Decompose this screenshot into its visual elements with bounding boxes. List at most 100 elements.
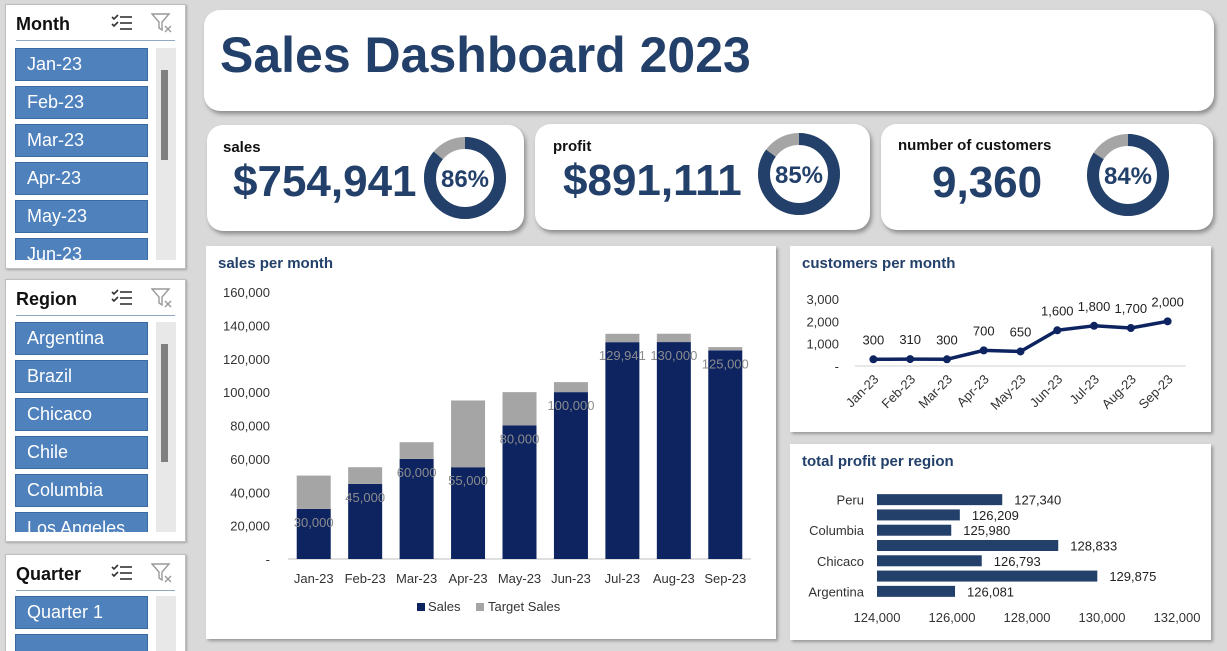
slicer-item-columbia[interactable]: Columbia (15, 474, 148, 507)
slicer-item-next[interactable] (15, 634, 148, 651)
bar-target-sales (605, 333, 640, 343)
slicer-item-argentina[interactable]: Argentina (15, 322, 148, 355)
region-slicer-list: Argentina Brazil Chicaco Chile Columbia … (15, 322, 148, 532)
month-slicer-scrollbar[interactable] (156, 48, 176, 260)
slicer-item-label: Mar-23 (27, 130, 85, 150)
month-slicer-list: Jan-23 Feb-23 Mar-23 Apr-23 May-23 Jun-2… (15, 48, 148, 260)
x-tick-label: Jul-23 (1067, 372, 1103, 408)
x-tick-label: Mar-23 (915, 372, 955, 412)
dashboard-title: Sales Dashboard 2023 (220, 27, 751, 83)
point-data-label: 300 (863, 332, 885, 347)
line-point (1126, 324, 1135, 333)
y-tick-label: 2,000 (806, 314, 839, 329)
customers-kpi-value: 9,360 (932, 158, 1043, 207)
region-bar (877, 555, 982, 567)
y-tick-label: 40,000 (230, 485, 270, 500)
slicer-item-label: Los Angeles (27, 518, 126, 532)
point-data-label: 300 (936, 332, 958, 347)
bar-sales (348, 483, 383, 559)
x-tick-label: Jun-23 (1027, 372, 1066, 411)
multi-select-icon[interactable] (111, 13, 133, 33)
line-point (1053, 326, 1062, 335)
x-tick-label: 128,000 (1004, 610, 1051, 625)
y-tick-label: - (266, 552, 270, 567)
region-bar (877, 509, 960, 521)
slicer-item-apr-23[interactable]: Apr-23 (15, 162, 148, 195)
bar-sales (296, 508, 331, 559)
slicer-item-brazil[interactable]: Brazil (15, 360, 148, 393)
x-tick-label: Sep-23 (704, 571, 746, 586)
customers-per-month-chart: - 1,000 2,000 3,000 300 Jan-23 310 Feb-23 300 Mar… (806, 292, 1186, 413)
y-tick-label: 60,000 (230, 452, 270, 467)
scrollbar-thumb[interactable] (161, 344, 168, 462)
bar-target-sales (656, 333, 691, 343)
bar-sales (553, 392, 588, 559)
slicer-item-jun-23[interactable]: Jun-23 (15, 238, 148, 260)
sales-kpi-value: $754,941 (233, 157, 417, 206)
slicer-item-feb-23[interactable]: Feb-23 (15, 86, 148, 119)
legend-swatch-sales (417, 603, 425, 611)
slicer-item-label: Argentina (27, 328, 105, 348)
sales-donut: 86% (424, 137, 506, 219)
region-bar (877, 494, 1003, 506)
donut-percent-label: 86% (441, 166, 489, 193)
bar-data-label: 126,793 (994, 554, 1041, 569)
slicer-item-chicaco[interactable]: Chicaco (15, 398, 148, 431)
clear-filter-icon[interactable] (150, 563, 173, 583)
profit-per-region-chart: 124,000 126,000 128,000 130,000 132,000 126,0… (808, 493, 1200, 625)
customers-per-month-panel: customers per month - 1,000 2,000 3,000 300 J… (790, 246, 1211, 432)
sales-per-month-chart: - 20,000 40,000 60,000 80,000 100,000 120,000 1… (223, 285, 751, 614)
slicer-item-label: Chile (27, 442, 69, 462)
scrollbar-thumb[interactable] (161, 70, 168, 160)
x-tick-label: Feb-23 (345, 571, 386, 586)
x-tick-label: 130,000 (1079, 610, 1126, 625)
x-tick-label: Jan-23 (294, 571, 334, 586)
y-tick-label: 80,000 (230, 419, 270, 434)
y-tick-label: - (835, 359, 839, 374)
quarter-slicer-scrollbar[interactable] (156, 596, 176, 651)
region-bar (877, 524, 952, 536)
line-point (1090, 321, 1099, 330)
x-tick-label: 126,000 (929, 610, 976, 625)
legend-swatch-target-sales (476, 603, 484, 611)
bar-data-label: 100,000 (547, 398, 594, 413)
x-tick-label: Feb-23 (879, 372, 919, 412)
multi-select-icon[interactable] (111, 563, 133, 583)
slicer-item-jan-23[interactable]: Jan-23 (15, 48, 148, 81)
bar-data-label: 60,000 (397, 465, 437, 480)
region-bar (877, 585, 956, 597)
sales-per-month-panel: sales per month - 20,000 40,000 60,000 80,00… (206, 246, 776, 639)
slicer-item-quarter-1[interactable]: Quarter 1 (15, 596, 148, 629)
bar-data-label: 126,209 (972, 508, 1019, 523)
slicer-item-mar-23[interactable]: Mar-23 (15, 124, 148, 157)
slicer-item-label: May-23 (27, 206, 88, 226)
point-data-label: 1,800 (1078, 299, 1111, 314)
slicer-item-may-23[interactable]: May-23 (15, 200, 148, 233)
legend-label-target-sales: Target Sales (488, 599, 561, 614)
title-card: Sales Dashboard 2023 (204, 10, 1214, 111)
point-data-label: 650 (1010, 324, 1032, 339)
y-category-label: Argentina (808, 584, 864, 599)
x-tick-label: May-23 (498, 571, 541, 586)
region-slicer-scrollbar[interactable] (156, 322, 176, 532)
customers-kpi-card: number of customers 9,360 84% (881, 124, 1213, 230)
multi-select-icon[interactable] (111, 288, 133, 308)
x-tick-label: 124,000 (854, 610, 901, 625)
point-data-label: 1,600 (1041, 303, 1074, 318)
line-point (979, 346, 988, 355)
point-data-label: 2,000 (1151, 294, 1184, 309)
donut-percent-label: 85% (775, 162, 823, 189)
slicer-item-los-angeles[interactable]: Los Angeles (15, 512, 148, 532)
y-tick-label: 100,000 (223, 385, 270, 400)
bar-target-sales (296, 475, 331, 509)
clear-filter-icon[interactable] (150, 288, 173, 308)
x-tick-label: Apr-23 (449, 571, 488, 586)
x-tick-label: Apr-23 (954, 372, 992, 410)
profit-kpi-card: profit $891,111 85% (535, 124, 870, 230)
y-category-label: Chicaco (817, 554, 864, 569)
slicer-item-chile[interactable]: Chile (15, 436, 148, 469)
customers-chart-title: customers per month (802, 255, 956, 272)
line-point (942, 355, 951, 364)
month-slicer-title: Month (16, 14, 70, 34)
clear-filter-icon[interactable] (150, 13, 173, 33)
